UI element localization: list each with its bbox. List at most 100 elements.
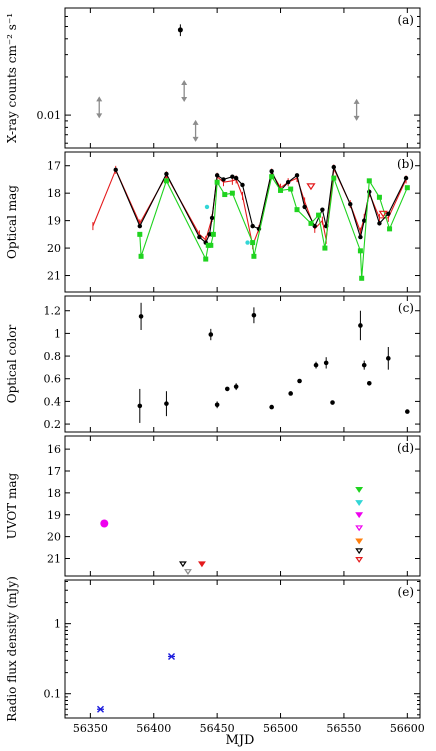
upper-limit-head-down — [96, 113, 103, 119]
xray-upper-limit — [181, 79, 188, 102]
x-axis-label: MJD — [226, 733, 255, 748]
y-tick-label: 16 — [47, 443, 61, 456]
radio-point — [168, 652, 175, 660]
uvot-upper-limit — [355, 557, 364, 563]
green-point — [404, 185, 410, 191]
panel-a: 0.01 X-ray counts cm⁻² s⁻¹ (a) — [5, 7, 421, 149]
black-point — [386, 211, 391, 216]
y-tick-label: 1.2 — [44, 305, 62, 318]
color-point — [208, 332, 214, 337]
color-point — [386, 356, 391, 361]
green-point — [205, 242, 211, 248]
uvot-upper-limit — [355, 500, 364, 507]
green-point — [308, 220, 314, 226]
xray-detection — [177, 27, 183, 33]
color-point — [330, 400, 335, 405]
black-point — [221, 177, 226, 182]
color-point — [366, 380, 372, 386]
xray-upper-limit — [96, 96, 103, 119]
black-point — [377, 221, 382, 226]
uvot-upper-limit — [355, 538, 364, 545]
black-point — [250, 223, 255, 229]
upper-limit-head-up — [192, 119, 199, 125]
black-point — [331, 164, 336, 170]
black-point — [302, 204, 307, 210]
y-tick-label: 19 — [47, 215, 61, 228]
panel-data — [100, 487, 364, 575]
black-point — [362, 218, 367, 223]
uvot-detection — [100, 519, 109, 528]
x-tick-label: 56500 — [263, 722, 298, 735]
black-point — [348, 201, 353, 207]
color-point — [224, 386, 230, 392]
red-upper-limit — [306, 183, 316, 191]
x-tick-label: 56600 — [390, 722, 425, 735]
x-tick-label: 56550 — [326, 722, 361, 735]
series-line-black — [115, 165, 407, 244]
y-tick-label: 18 — [47, 187, 61, 200]
color-point — [361, 362, 367, 368]
y-tick-label: 21 — [47, 270, 61, 283]
black-point — [233, 175, 239, 181]
y-tick-label: 20 — [47, 531, 61, 544]
black-point — [285, 179, 291, 185]
panel-d: 16 17 18 19 20 21 UVOT mag (d) — [5, 435, 421, 577]
color-point — [251, 312, 257, 318]
green-point — [331, 175, 337, 181]
upper-limit-head-down — [353, 115, 360, 121]
green-point — [357, 248, 363, 254]
y-tick-label: 0.2 — [44, 418, 62, 431]
uvot-upper-limit — [198, 561, 206, 568]
black-point — [358, 234, 363, 240]
y-axis-label: X-ray counts cm⁻² s⁻¹ — [5, 13, 19, 143]
black-point — [214, 173, 220, 178]
radio-point — [97, 705, 104, 713]
panel-data — [97, 652, 175, 713]
color-point — [233, 384, 239, 389]
green-point — [269, 174, 275, 180]
y-axis-label: Radio flux density (mJy) — [5, 576, 19, 722]
black-point — [312, 223, 317, 229]
panel-label: (a) — [397, 13, 414, 27]
black-point — [230, 174, 235, 179]
y-tick-label: 0.1 — [44, 688, 62, 701]
green-point — [138, 253, 144, 259]
figure-content: 0.01 X-ray counts cm⁻² s⁻¹ (a) 17 18 19 20 21 Op… — [5, 7, 425, 735]
red-upper-limit — [378, 210, 388, 218]
black-point — [269, 169, 274, 174]
y-tick-label: 0.6 — [44, 373, 62, 386]
panel-frame — [64, 579, 421, 719]
color-point — [313, 362, 319, 368]
panel-label: (e) — [398, 585, 414, 599]
panel-data — [92, 164, 410, 281]
y-tick-label: 17 — [47, 465, 61, 478]
y-tick-label: 1 — [54, 327, 61, 340]
upper-limit-head-down — [181, 96, 188, 102]
upper-limit-head-up — [181, 79, 188, 85]
panel-label: (b) — [397, 157, 414, 171]
uvot-upper-limit — [184, 569, 192, 575]
green-point — [203, 256, 209, 262]
green-point — [222, 192, 228, 198]
cyan-point — [245, 240, 250, 245]
color-point — [288, 391, 293, 396]
green-point — [366, 178, 372, 184]
panel-data — [137, 302, 410, 423]
y-tick-label: 18 — [47, 487, 61, 500]
green-point — [387, 226, 393, 232]
green-point — [278, 187, 284, 193]
black-point — [367, 189, 372, 195]
color-point — [405, 409, 410, 414]
green-point — [251, 253, 257, 259]
panel-frame — [64, 7, 421, 149]
xray-upper-limit — [192, 119, 199, 142]
x-tick-label: 56450 — [200, 722, 235, 735]
y-tick-label: 0.01 — [37, 109, 62, 122]
color-point — [137, 403, 143, 409]
black-point — [320, 207, 325, 212]
panel-label: (c) — [398, 301, 414, 315]
color-point — [323, 360, 329, 366]
y-axis-label: UVOT mag — [5, 472, 19, 539]
green-point — [316, 212, 322, 218]
